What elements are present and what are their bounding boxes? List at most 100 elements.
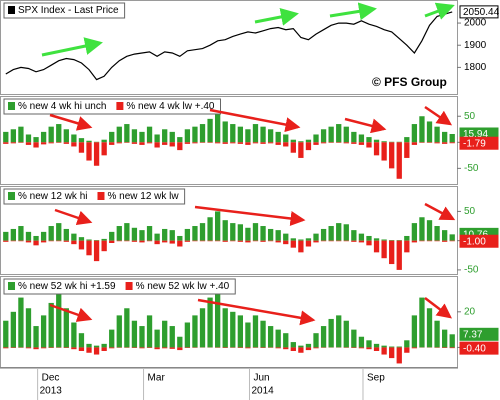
bar <box>63 347 69 348</box>
bar <box>109 131 115 143</box>
y-tick-label: 1900 <box>464 40 487 51</box>
bar <box>169 326 175 348</box>
bar <box>343 320 349 348</box>
bar <box>3 231 9 241</box>
bar <box>33 137 39 143</box>
bar <box>169 240 175 244</box>
bar <box>116 315 122 348</box>
bar <box>222 142 228 144</box>
bar <box>131 240 138 242</box>
bar <box>313 240 319 243</box>
bar <box>109 347 115 349</box>
bar <box>434 240 440 242</box>
bar <box>48 142 54 144</box>
bar <box>366 142 372 148</box>
bar <box>245 347 251 349</box>
arrow <box>209 108 301 132</box>
bar <box>169 142 175 147</box>
bar <box>404 235 410 241</box>
bar <box>237 126 243 143</box>
legend-box <box>3 98 221 115</box>
bar <box>139 230 145 241</box>
bar <box>442 347 448 348</box>
x-tick-label: Sep <box>367 373 385 384</box>
bar <box>366 340 372 348</box>
bar <box>199 223 206 241</box>
bar <box>124 223 130 241</box>
bar <box>18 226 24 241</box>
bar <box>56 124 62 143</box>
bar <box>298 239 304 241</box>
bar <box>260 347 266 348</box>
bar <box>442 329 448 348</box>
bar <box>33 240 39 246</box>
last-value-label: 2050.44 <box>463 7 500 18</box>
legend-label: % new 12 wk hi <box>18 191 87 202</box>
bar <box>18 240 24 242</box>
bar <box>419 297 425 348</box>
bar <box>146 347 153 348</box>
bar <box>245 227 251 241</box>
bar <box>358 134 365 143</box>
bar <box>222 308 228 348</box>
bar <box>48 240 54 242</box>
legend: SPX Index - Last Price <box>3 2 126 19</box>
bar <box>162 129 168 143</box>
annotation: © PFS Group <box>372 75 447 89</box>
bar <box>78 237 85 241</box>
bar <box>290 240 296 248</box>
bar <box>404 137 410 143</box>
bar <box>71 322 77 348</box>
y-tick-label: -50 <box>464 163 479 174</box>
bar <box>63 142 69 144</box>
bar <box>237 142 243 144</box>
last-value-box <box>459 327 499 341</box>
arrow <box>194 205 306 226</box>
bar <box>222 347 228 348</box>
bar <box>419 142 425 143</box>
bar <box>396 240 402 270</box>
bar <box>199 142 206 143</box>
x-tick-label: Mar <box>148 373 166 384</box>
bar <box>373 347 380 351</box>
bar <box>245 142 251 145</box>
x-tick-label: Jun <box>253 373 269 384</box>
bar <box>177 336 183 348</box>
bar <box>343 142 349 144</box>
bar <box>78 333 85 348</box>
bar <box>71 142 77 147</box>
bar <box>336 124 342 143</box>
bar <box>449 133 455 143</box>
bar <box>25 134 32 143</box>
bar <box>3 240 9 242</box>
bar <box>351 347 357 348</box>
bar <box>18 126 24 143</box>
bar <box>48 126 54 143</box>
bar <box>10 240 16 242</box>
bar <box>260 126 266 143</box>
bar <box>328 226 334 241</box>
bar <box>434 226 440 241</box>
bar <box>63 129 69 143</box>
bar <box>411 124 418 143</box>
y-tick-label: 50 <box>464 206 476 217</box>
bar <box>230 124 236 143</box>
bar <box>298 345 304 348</box>
bar <box>283 347 289 350</box>
bar <box>396 347 402 364</box>
bar <box>199 308 206 348</box>
bar <box>290 142 296 153</box>
bar <box>336 315 342 348</box>
bar <box>63 308 69 348</box>
bar <box>25 231 32 241</box>
bar <box>139 347 145 349</box>
bar <box>93 345 100 348</box>
bar <box>63 228 69 241</box>
bar <box>48 347 54 348</box>
bar <box>366 235 372 241</box>
bar <box>442 142 448 144</box>
bar <box>298 240 304 253</box>
bar <box>320 129 327 143</box>
bar <box>252 240 259 242</box>
bar <box>33 326 39 348</box>
